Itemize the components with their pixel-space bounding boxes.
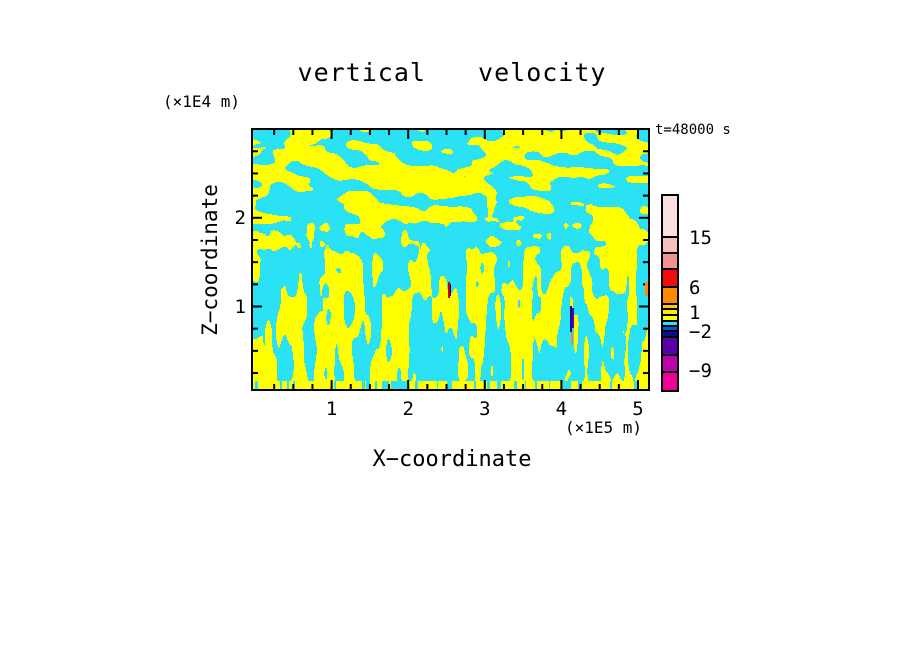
colorbar-segment: [663, 322, 677, 327]
extreme-streak: [571, 332, 573, 344]
colorbar-level-label: −9: [689, 360, 712, 382]
extreme-streak: [448, 282, 450, 298]
z-tick-label: 1: [234, 295, 246, 318]
colorbar-segment: [663, 196, 677, 238]
heatmap-plot-area: [251, 128, 650, 391]
colorbar-segment: [663, 338, 677, 356]
chart-title: vertical velocity: [297, 58, 607, 87]
x-tick-label: 3: [479, 398, 491, 420]
colorbar-level-label: 15: [689, 227, 712, 249]
colorbar-segment: [663, 238, 677, 254]
colorbar-segment: [663, 327, 677, 332]
colorbar-segment: [663, 288, 677, 305]
heatmap-canvas: [253, 130, 648, 389]
z-tick-label: 2: [234, 206, 246, 229]
z-axis-unit-label: (×1E4 m): [163, 92, 241, 111]
extreme-streak: [570, 306, 572, 332]
colorbar-level-label: 6: [689, 277, 701, 299]
x-tick-label: 1: [325, 398, 338, 420]
colorbar-segment: [663, 305, 677, 310]
extreme-streak: [450, 284, 451, 296]
x-tick-label: 2: [402, 398, 414, 420]
x-axis-unit-label: (×1E5 m): [565, 418, 643, 437]
colorbar-segment: [663, 270, 677, 288]
colorbar-segment: [663, 316, 677, 322]
colorbar-segment: [663, 356, 677, 373]
colorbar-level-label: 1: [689, 302, 701, 324]
z-axis-title: Z−coordinate: [198, 184, 222, 336]
x-tick-label: 5: [632, 398, 644, 420]
x-tick-label: 4: [555, 398, 568, 420]
colorbar: [661, 194, 679, 392]
x-axis-title: X−coordinate: [372, 447, 532, 472]
extreme-streak: [645, 282, 648, 296]
colorbar-segment: [663, 332, 677, 338]
colorbar-level-label: −2: [689, 321, 712, 343]
colorbar-segment: [663, 310, 677, 316]
time-annotation: t=48000 s: [655, 122, 731, 138]
colorbar-segment: [663, 373, 677, 390]
colorbar-segment: [663, 254, 677, 270]
extreme-streak: [572, 308, 574, 328]
